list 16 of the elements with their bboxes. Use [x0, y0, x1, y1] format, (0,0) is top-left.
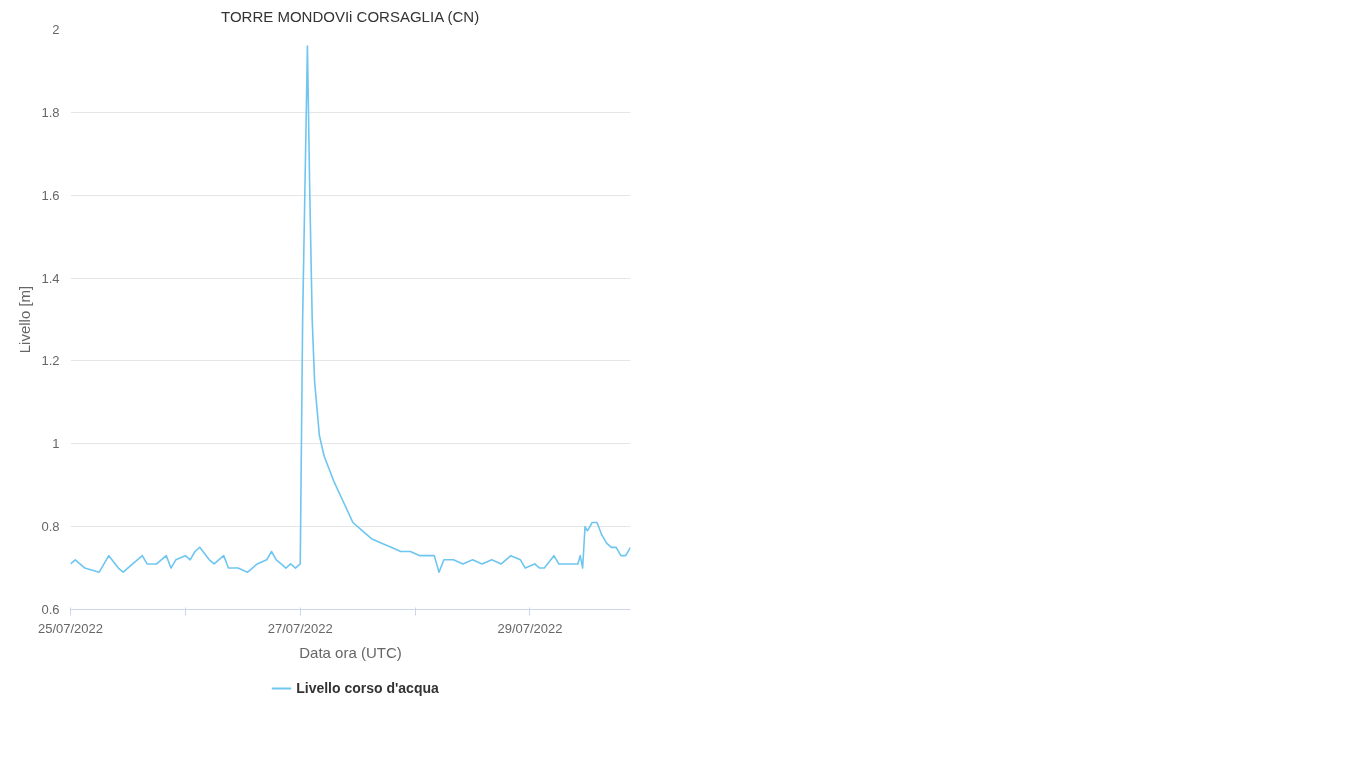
x-axis-title: Data ora (UTC)	[299, 643, 402, 661]
x-tick-label: 29/07/2022	[497, 620, 563, 636]
legend-label: Livello corso d'acqua	[296, 680, 439, 696]
line-series	[70, 45, 631, 574]
y-tick-label: 0.6	[41, 602, 60, 617]
y-axis-title: Livello [m]	[16, 285, 34, 354]
y-tick-label: 1.8	[41, 104, 60, 120]
y-tick-label: 2	[52, 22, 60, 37]
x-tick-label: 27/07/2022	[267, 620, 333, 636]
y-tick-label: 1.4	[41, 270, 60, 286]
y-tick-label: 1.2	[41, 353, 60, 369]
y-tick-label: 1.6	[41, 187, 60, 203]
x-tick-label: 25/07/2022	[37, 620, 104, 636]
chart-title: TORRE MONDOVIi CORSAGLIA (CN)	[221, 7, 480, 25]
y-tick-label: 0.8	[41, 519, 60, 535]
y-tick-label: 1	[52, 436, 60, 452]
